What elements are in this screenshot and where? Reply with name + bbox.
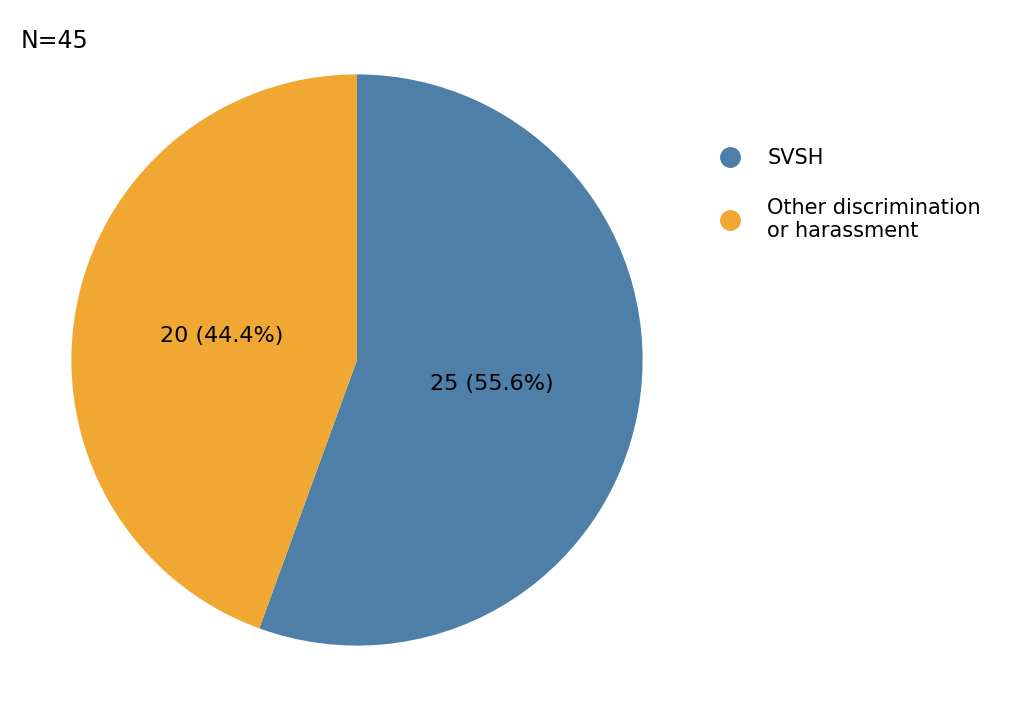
Wedge shape xyxy=(259,74,642,646)
Text: 25 (55.6%): 25 (55.6%) xyxy=(430,374,553,394)
Wedge shape xyxy=(71,74,357,629)
Text: N=45: N=45 xyxy=(20,29,88,53)
Text: 20 (44.4%): 20 (44.4%) xyxy=(160,326,283,346)
Legend: SVSH, Other discrimination
or harassment: SVSH, Other discrimination or harassment xyxy=(700,140,988,249)
